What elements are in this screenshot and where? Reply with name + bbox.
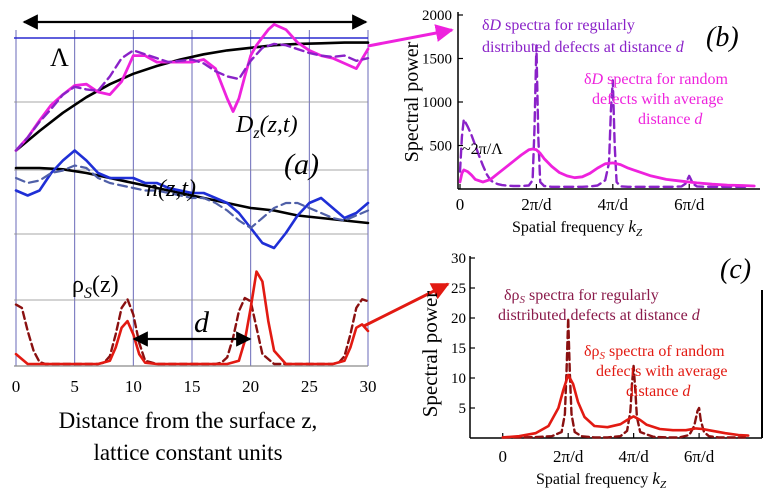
panel-b-legend-random-line2: defects with average [592,91,723,108]
panel-a-series [14,22,370,366]
panel-c-xtick-label: 4π/d [618,447,649,466]
panel-c-xtick-label: 0 [498,447,507,466]
peak-annotation: ~2π/Λ [462,141,503,158]
panel-a-D-black-solid [14,41,370,152]
panel-b-xtick-label: 6π/d [674,195,705,214]
panel-b-ytick-label: 1500 [422,52,452,68]
panel-b-ytick-label: 500 [430,139,453,155]
panel-c-xlabel: Spatial frequency kZ [536,469,667,491]
lambda-label: Λ [50,43,69,72]
rho-label: ρS(z) [72,272,119,302]
panel-b-xlabel: Spatial frequency kZ [512,217,643,239]
panel-b-xtick-label: 2π/d [521,195,552,214]
panel-c-label: (c) [720,254,751,285]
panel-c-ytick-label: 15 [451,341,466,357]
panel-a-n-blue-solid [14,149,370,250]
panel-a-xtick-label: 5 [70,377,79,396]
panel-a-xtick-label: 0 [12,377,21,396]
panel-b-legend-regular-line1: δD spectra for regularly [482,17,635,34]
panel-a-x-ticks: 0 5 10 15 20 25 30 [12,377,377,396]
panel-a-D-purple-dashed [14,42,370,152]
d-label: d [194,306,210,339]
panel-b-label: (b) [706,22,739,53]
panel-b-series-random [458,147,756,188]
panel-b: 500 1000 1500 2000 0 2π/d 4π/d 6π/d Spectral po… [401,8,760,239]
panel-a-xtick-label: 25 [301,377,318,396]
panel-b-xtick-label: 4π/d [598,195,629,214]
panel-b-ticks: 500 1000 1500 2000 0 2π/d 4π/d 6π/d [422,8,705,214]
panel-a: 0 5 10 15 20 25 30 Λ d Dz(z,t) (a) n(z,t) ρS(z… [12,14,377,465]
panel-a-xtick-label: 10 [125,377,142,396]
panel-b-legend-regular-line2: distributed defects at distance d [482,39,685,56]
panel-a-x-title-line1: Distance from the surface z, [59,408,318,433]
panel-c-series-random [501,373,750,439]
panel-c-ytick-label: 20 [451,311,466,327]
panel-c-legend-random-line2: defects with average [596,363,727,380]
panel-a-xtick-label: 15 [184,377,201,396]
panel-c-ticks: 5 10 15 20 25 30 0 2π/d 4π/d 6π/d [451,251,715,466]
panel-a-n-slate-dashed [14,164,370,230]
panel-a-D-magenta-solid [14,22,370,152]
connector-arrow-c [363,282,450,328]
panel-c-xtick-label: 2π/d [553,447,584,466]
panel-c-ytick-label: 25 [451,281,466,297]
panel-a-x-title-line2: lattice constant units [93,440,282,465]
connector-arrow-b [367,24,454,48]
panel-c-xtick-label: 6π/d [684,447,715,466]
panel-a-xtick-label: 20 [242,377,259,396]
n-label: n(z,t) [146,176,196,202]
panel-b-ytick-label: 2000 [422,8,452,24]
panel-c-ytick-label: 5 [459,401,467,417]
panel-a-label: (a) [284,148,319,181]
panel-c-series [501,316,750,439]
panel-b-legend-random-line1: δD spectra for random [584,71,729,88]
panel-b-ytick-label: 1000 [422,95,452,111]
panel-c-ylabel: Spectral power [418,291,442,418]
panel-b-legend-random-line3: distance d [638,111,703,128]
panel-a-baselines [14,101,368,367]
panel-b-ylabel: Spectral power [401,41,423,162]
panel-b-xtick-label: 0 [456,195,465,214]
panel-a-n-black-solid [14,166,370,225]
panel-c-legend-regular-line2: distributed defects at distance d [498,307,701,324]
panel-b-series [458,44,756,189]
panel-a-rho-red-solid [14,270,370,366]
panel-c-ytick-label: 10 [451,371,466,387]
dz-label: Dz(z,t) [235,112,298,142]
panel-c-legend-regular-line1: δρS spectra for regularly [504,287,659,306]
panel-c-legend-random-line1: δρS spectra of random [584,343,725,362]
panel-c-legend-random-line3: distance d [626,383,691,400]
panel-a-xtick-label: 30 [360,377,377,396]
panel-c-ytick-label: 30 [451,251,466,267]
